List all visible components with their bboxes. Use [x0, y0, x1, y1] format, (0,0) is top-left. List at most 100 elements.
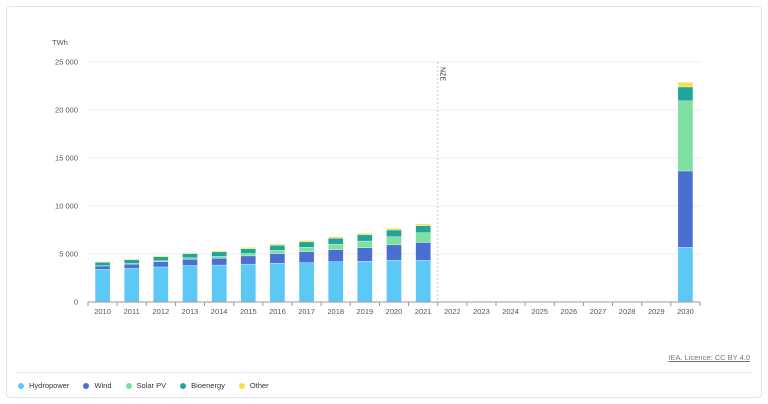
x-tick-label: 2016: [269, 307, 286, 316]
y-tick-label: 0: [74, 298, 78, 307]
bar-segment-solar-pv[interactable]: [415, 232, 431, 243]
bar-segment-other[interactable]: [298, 240, 315, 243]
bar-segment-other[interactable]: [211, 250, 227, 253]
bar-segment-solar-pv[interactable]: [357, 240, 373, 248]
bar-segment-solar-pv[interactable]: [386, 236, 402, 246]
bar-segment-solar-pv[interactable]: [211, 256, 227, 259]
x-tick-label: 2028: [619, 307, 636, 316]
x-tick-label: 2015: [240, 307, 257, 316]
bar-segment-other[interactable]: [415, 223, 431, 226]
bar-segment-solar-pv[interactable]: [182, 257, 198, 260]
legend-item-wind[interactable]: Wind: [83, 381, 112, 390]
bar-segment-hydropower[interactable]: [240, 263, 256, 303]
nze-marker-label: NZE: [439, 67, 446, 81]
bar-segment-hydropower[interactable]: [386, 260, 402, 303]
credit-link[interactable]: IEA. Licence: CC BY 4.0: [668, 353, 750, 362]
x-tick-label: 2029: [648, 307, 665, 316]
x-tick-label: 2014: [211, 307, 228, 316]
bar-segment-bioenergy[interactable]: [94, 262, 111, 266]
bar-segment-hydropower[interactable]: [677, 247, 694, 303]
bar-segment-wind[interactable]: [415, 242, 431, 261]
bar-segment-wind[interactable]: [211, 258, 227, 266]
y-tick-label: 10 000: [55, 202, 78, 211]
x-tick-label: 2025: [531, 307, 548, 316]
bar-segment-bioenergy[interactable]: [211, 251, 227, 257]
x-tick-label: 2017: [298, 307, 315, 316]
bar-segment-hydropower[interactable]: [415, 260, 431, 303]
x-tick-label: 2019: [357, 307, 374, 316]
bar-segment-bioenergy[interactable]: [415, 225, 431, 233]
bar-segment-hydropower[interactable]: [211, 264, 227, 303]
bar-segment-hydropower[interactable]: [298, 262, 315, 303]
legend-label: Wind: [94, 381, 112, 390]
x-tick-label: 2022: [444, 307, 461, 316]
bar-segment-bioenergy[interactable]: [182, 253, 198, 258]
legend-item-solar-pv[interactable]: Solar PV: [125, 381, 167, 390]
bar-segment-bioenergy[interactable]: [298, 241, 315, 248]
bar-segment-bioenergy[interactable]: [269, 245, 286, 251]
bar-segment-bioenergy[interactable]: [357, 234, 373, 242]
legend-divider: [16, 372, 752, 373]
bar-segment-wind[interactable]: [153, 261, 169, 268]
bar-segment-hydropower[interactable]: [94, 269, 111, 303]
bar-segment-hydropower[interactable]: [357, 261, 373, 303]
bar-segment-other[interactable]: [386, 228, 402, 231]
x-tick-label: 2012: [153, 307, 170, 316]
bar-segment-hydropower[interactable]: [153, 266, 169, 303]
bar-segment-wind[interactable]: [386, 244, 402, 261]
legend-label: Solar PV: [136, 381, 167, 390]
x-tick-label: 2011: [124, 307, 140, 316]
bar-segment-hydropower[interactable]: [182, 265, 198, 303]
legend-item-other[interactable]: Other: [238, 381, 269, 390]
legend-swatch: [18, 382, 24, 389]
bar-segment-other[interactable]: [328, 236, 344, 239]
bar-segment-wind[interactable]: [298, 251, 315, 263]
bar-segment-bioenergy[interactable]: [328, 238, 344, 245]
x-tick-label: 2023: [473, 307, 490, 316]
bar-segment-wind[interactable]: [124, 263, 140, 269]
bar-segment-solar-pv[interactable]: [677, 100, 694, 172]
chart-card: [6, 6, 762, 398]
bar-segment-other[interactable]: [240, 247, 256, 249]
bar-segment-other[interactable]: [182, 252, 198, 254]
bar-segment-wind[interactable]: [357, 247, 373, 262]
y-tick-label: 5 000: [59, 250, 78, 259]
x-tick-label: 2024: [502, 307, 519, 316]
legend-item-bioenergy[interactable]: Bioenergy: [180, 381, 225, 390]
legend-label: Hydropower: [29, 381, 70, 390]
bar-segment-other[interactable]: [677, 82, 694, 88]
legend-label: Bioenergy: [191, 381, 225, 390]
y-tick-label: 25 000: [55, 58, 78, 67]
y-tick-label: 15 000: [55, 154, 78, 163]
y-tick-label: 20 000: [55, 106, 78, 115]
bar-segment-solar-pv[interactable]: [298, 247, 315, 252]
x-tick-label: 2030: [677, 307, 694, 316]
bar-segment-solar-pv[interactable]: [328, 243, 344, 250]
bar-segment-other[interactable]: [94, 261, 111, 263]
bar-segment-wind[interactable]: [677, 170, 694, 248]
bar-segment-wind[interactable]: [182, 259, 198, 266]
bar-segment-wind[interactable]: [328, 249, 344, 262]
bar-segment-hydropower[interactable]: [328, 261, 344, 303]
bar-segment-bioenergy[interactable]: [677, 86, 694, 102]
bar-segment-other[interactable]: [269, 243, 286, 246]
bar-segment-hydropower[interactable]: [269, 262, 286, 303]
bar-segment-other[interactable]: [357, 233, 373, 235]
bar-segment-other[interactable]: [153, 255, 169, 257]
bar-segment-bioenergy[interactable]: [124, 259, 140, 264]
legend-swatch: [83, 382, 90, 389]
bar-segment-wind[interactable]: [269, 253, 286, 264]
y-axis-unit-label: TWh: [52, 38, 68, 47]
bar-segment-bioenergy[interactable]: [240, 248, 256, 254]
bar-segment-wind[interactable]: [94, 265, 111, 270]
bar-segment-wind[interactable]: [240, 255, 256, 265]
legend-item-hydropower[interactable]: Hydropower: [18, 381, 69, 390]
bar-segment-solar-pv[interactable]: [240, 253, 256, 257]
x-tick-label: 2021: [415, 307, 432, 316]
bar-segment-bioenergy[interactable]: [386, 229, 402, 237]
bar-segment-solar-pv[interactable]: [269, 250, 286, 254]
bar-segment-other[interactable]: [124, 258, 140, 261]
bar-segment-bioenergy[interactable]: [153, 256, 169, 261]
bar-segment-hydropower[interactable]: [124, 268, 140, 303]
